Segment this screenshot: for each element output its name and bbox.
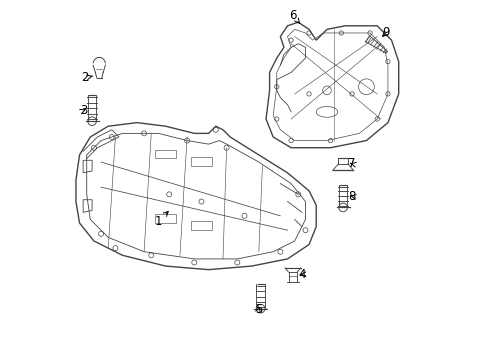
Text: 2: 2 [81,71,93,84]
Text: 6: 6 [288,9,299,23]
Text: 1: 1 [154,211,168,228]
Text: 4: 4 [298,268,305,281]
Text: 5: 5 [255,303,262,316]
Text: 9: 9 [382,27,389,40]
Text: 3: 3 [80,104,88,117]
Text: 8: 8 [347,190,356,203]
Text: 7: 7 [347,157,356,170]
